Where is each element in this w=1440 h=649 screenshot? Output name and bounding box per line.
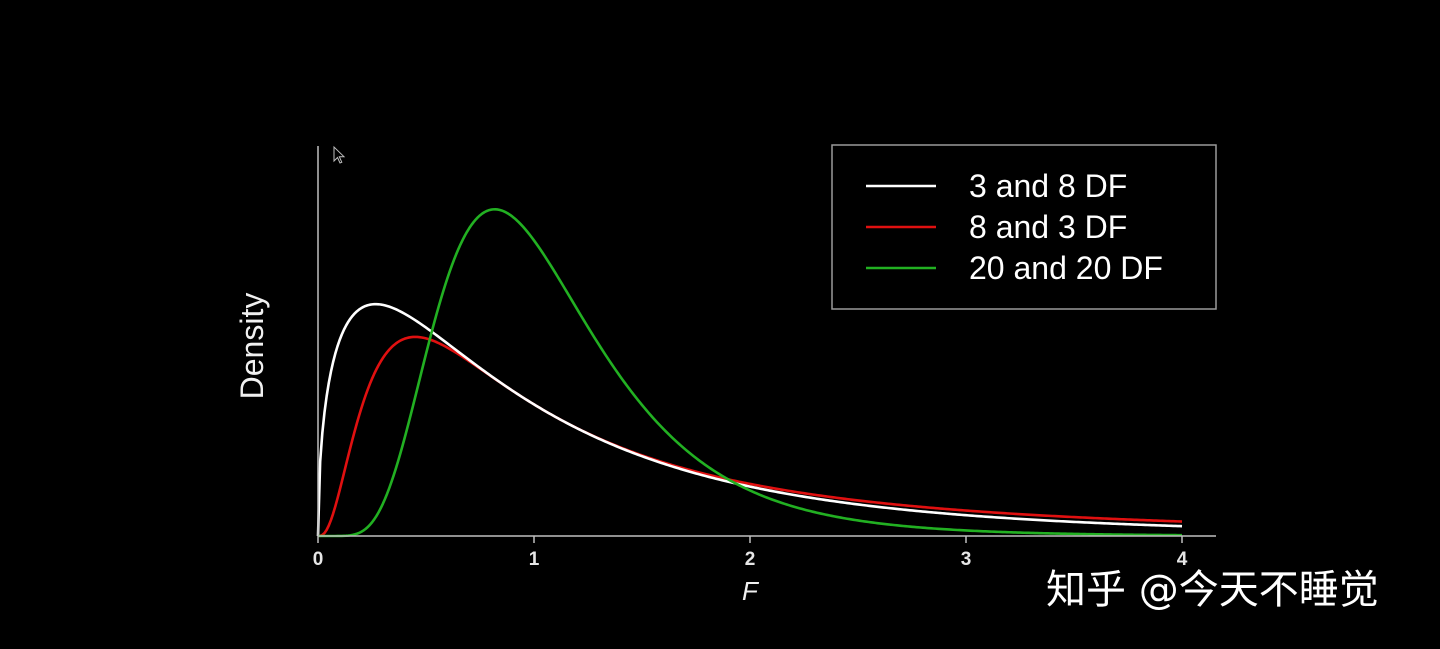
legend-label: 8 and 3 DF bbox=[969, 209, 1127, 245]
cursor-pointer-icon bbox=[333, 145, 346, 164]
legend: 3 and 8 DF 8 and 3 DF 20 and 20 DF bbox=[831, 144, 1217, 310]
watermark-text: 知乎 @今天不睡觉 bbox=[1046, 567, 1379, 613]
legend-label: 20 and 20 DF bbox=[969, 250, 1163, 286]
series-line-20-and-20-df bbox=[318, 207, 1183, 538]
legend-label: 3 and 8 DF bbox=[969, 168, 1127, 204]
series-line-8-and-3-df bbox=[317, 335, 1183, 538]
x-tick-label: 0 bbox=[313, 549, 324, 570]
x-tick-label: 2 bbox=[745, 549, 756, 570]
x-ticks: 0 1 2 3 4 bbox=[313, 536, 1188, 570]
x-tick-label: 4 bbox=[1177, 549, 1188, 570]
x-tick-label: 1 bbox=[529, 549, 540, 570]
series-line-3-and-8-df bbox=[316, 302, 1183, 537]
legend-items: 3 and 8 DF 8 and 3 DF 20 and 20 DF bbox=[866, 168, 1163, 286]
series-curves bbox=[316, 207, 1183, 538]
x-axis-title: F bbox=[742, 576, 760, 606]
x-tick-label: 3 bbox=[961, 549, 972, 570]
y-axis-title: Density bbox=[234, 293, 270, 400]
